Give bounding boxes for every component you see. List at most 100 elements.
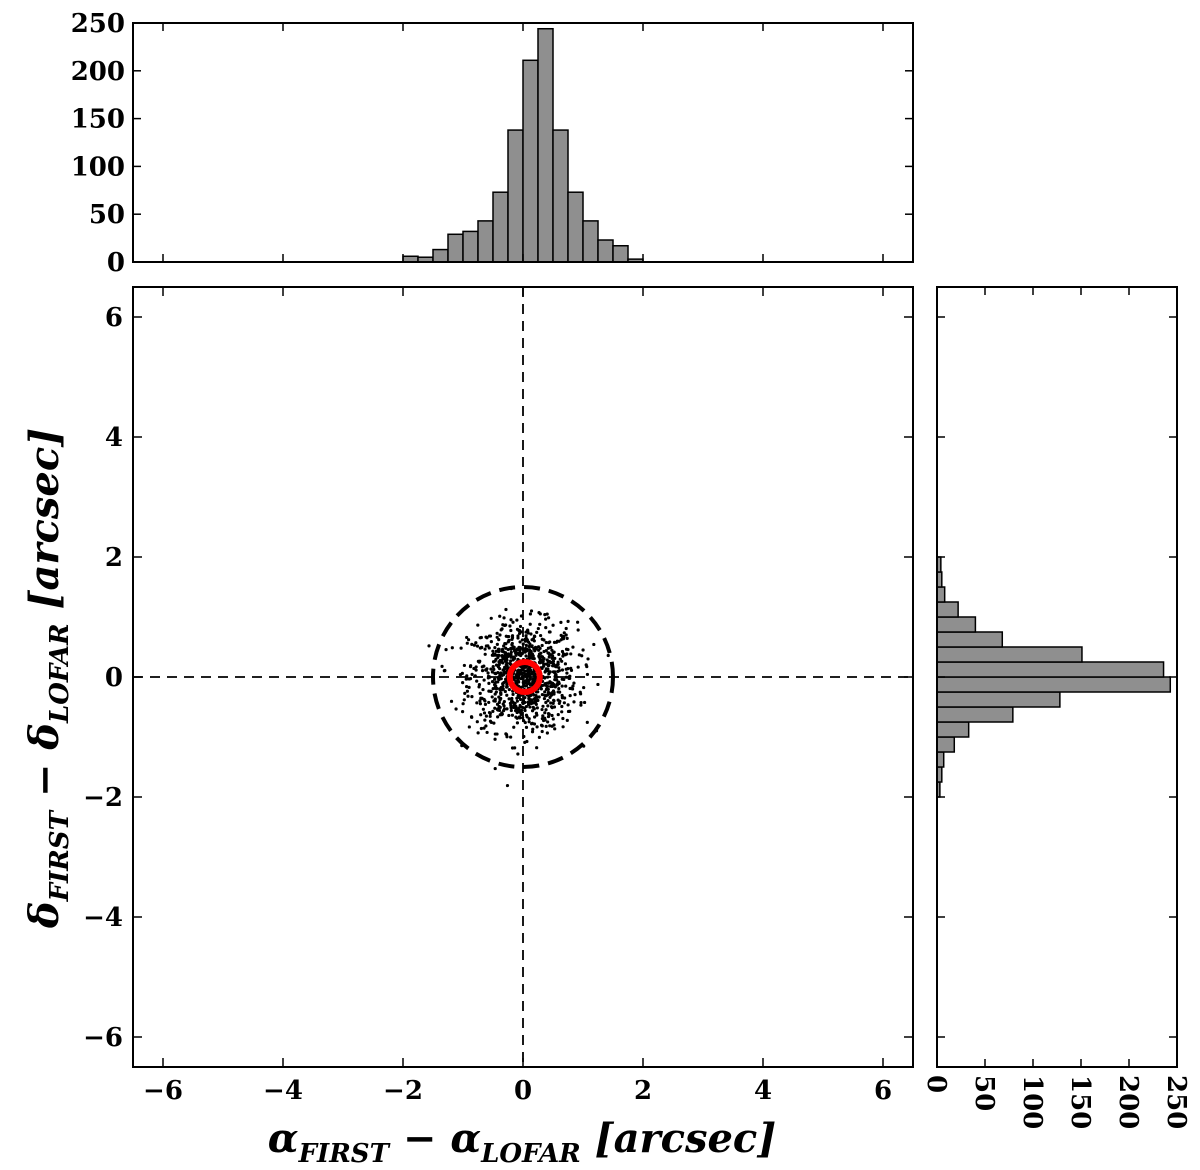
- scatter-point: [503, 623, 507, 628]
- scatter-point: [536, 698, 540, 703]
- scatter-point: [581, 648, 585, 652]
- scatter-point: [553, 727, 557, 731]
- scatter-point: [472, 643, 477, 647]
- scatter-point: [487, 700, 491, 705]
- scatter-point: [546, 651, 550, 655]
- scatter-point: [460, 710, 465, 714]
- scatter-point: [535, 706, 539, 710]
- scatter-point: [518, 716, 522, 720]
- scatter-point: [449, 699, 454, 703]
- scatter-point: [529, 656, 534, 660]
- scatter-point: [522, 706, 527, 710]
- scatter-point: [547, 663, 551, 667]
- scatter-point: [484, 644, 488, 648]
- scatter-panel: −6 −4 −2 0 2 4 6 −6 −4 −2 0 2 4 6: [83, 286, 914, 1106]
- scatter-point: [568, 676, 572, 680]
- scatter-point: [500, 649, 504, 653]
- scatter-point: [528, 666, 532, 670]
- scatter-point: [515, 696, 519, 700]
- scatter-point: [596, 682, 600, 687]
- top-hist-bar: [522, 59, 539, 263]
- scatter-point: [502, 616, 506, 620]
- scatter-point: [557, 687, 561, 691]
- scatter-point: [469, 715, 474, 719]
- scatter-point: [498, 614, 502, 618]
- right-hist-bar: [936, 736, 956, 753]
- scatter-point: [546, 616, 551, 620]
- scatter-point: [547, 641, 551, 645]
- scatter-point: [514, 648, 518, 652]
- scatter-point: [489, 616, 493, 620]
- y-tick-label: −6: [83, 1023, 123, 1053]
- scatter-point: [579, 701, 583, 705]
- y-tick-label: −2: [83, 783, 123, 813]
- scatter-point: [557, 680, 561, 684]
- scatter-point: [527, 694, 531, 698]
- scatter-point: [537, 648, 541, 652]
- scatter-point: [543, 711, 547, 715]
- x-tick-label: 4: [754, 1076, 772, 1106]
- scatter-point: [511, 692, 515, 696]
- scatter-point: [535, 746, 539, 750]
- scatter-point: [548, 724, 552, 728]
- scatter-point: [579, 692, 583, 696]
- scatter-point: [503, 689, 507, 694]
- scatter-point: [499, 692, 503, 697]
- scatter-point: [551, 623, 555, 627]
- scatter-point: [493, 706, 497, 710]
- scatter-point: [526, 702, 531, 707]
- scatter-point: [527, 717, 531, 721]
- scatter-point: [516, 694, 520, 698]
- scatter-point: [492, 721, 496, 725]
- scatter-point: [509, 708, 513, 713]
- right-hist-bar: [936, 706, 1014, 723]
- scatter-point: [506, 640, 510, 644]
- scatter-point: [528, 705, 532, 709]
- scatter-point: [524, 713, 529, 717]
- y-tick-label: 2: [105, 543, 123, 573]
- scatter-point: [478, 646, 482, 650]
- scatter-point: [529, 668, 533, 672]
- right-hist-bar: [936, 631, 1004, 648]
- scatter-point: [544, 640, 548, 645]
- scatter-point: [539, 633, 543, 638]
- scatter-point: [487, 710, 492, 715]
- scatter-point: [478, 691, 482, 695]
- scatter-point: [478, 636, 482, 640]
- scatter-point: [537, 695, 541, 699]
- scatter-point: [440, 664, 444, 668]
- scatter-point: [495, 702, 500, 706]
- scatter-point: [489, 689, 493, 693]
- scatter-point: [488, 719, 493, 723]
- scatter-point: [536, 626, 540, 631]
- scatter-point: [552, 640, 557, 644]
- x-tick-label: −2: [383, 1076, 423, 1106]
- scatter-point: [548, 681, 552, 685]
- scatter-point: [562, 701, 566, 705]
- scatter-point: [573, 693, 577, 697]
- scatter-point: [559, 633, 563, 637]
- scatter-point: [562, 631, 566, 635]
- scatter-point: [560, 693, 564, 698]
- scatter-point: [467, 685, 471, 689]
- scatter-point: [493, 686, 498, 691]
- scatter-point: [564, 647, 569, 651]
- scatter-point: [533, 676, 538, 680]
- scatter-point: [478, 702, 482, 706]
- right-hist-xtick-label: 250: [1161, 1075, 1191, 1129]
- scatter-point: [556, 712, 560, 717]
- scatter-point: [493, 645, 497, 650]
- scatter-point: [527, 696, 531, 701]
- top-hist-ytick-label: 50: [89, 200, 125, 230]
- scatter-point: [497, 638, 501, 642]
- dashed-circle: [431, 585, 615, 769]
- scatter-point: [549, 701, 553, 705]
- scatter-point: [532, 697, 536, 701]
- right-hist-bar: [936, 691, 1061, 708]
- scatter-point: [552, 690, 556, 695]
- scatter-point: [548, 695, 552, 699]
- scatter-point: [450, 646, 454, 650]
- scatter-point: [523, 639, 528, 643]
- top-hist-ytick-label: 200: [71, 57, 125, 87]
- scatter-point: [501, 684, 505, 688]
